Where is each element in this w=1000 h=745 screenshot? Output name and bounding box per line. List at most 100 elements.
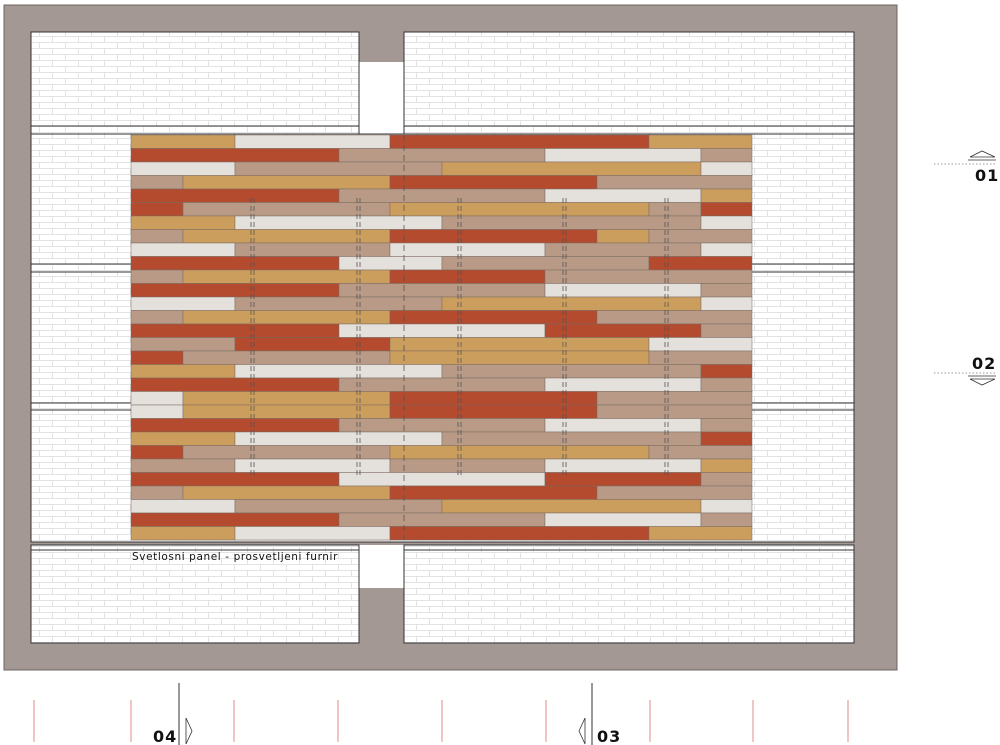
veneer-strip bbox=[130, 337, 236, 352]
section-marker-03: 03 bbox=[578, 683, 620, 745]
veneer-strip bbox=[389, 242, 546, 257]
veneer-strip bbox=[130, 269, 184, 284]
veneer-strip bbox=[130, 512, 340, 527]
veneer-strip bbox=[234, 161, 443, 176]
veneer-strip bbox=[544, 418, 702, 433]
veneer-strip bbox=[130, 148, 340, 163]
veneer-strip bbox=[389, 134, 650, 149]
veneer-strip bbox=[648, 229, 753, 244]
veneer-strip bbox=[544, 472, 702, 487]
veneer-strip bbox=[182, 404, 391, 419]
veneer-strip bbox=[700, 202, 753, 217]
veneer-strip bbox=[130, 377, 340, 392]
brick-wall-top-right bbox=[403, 31, 855, 135]
veneer-strip bbox=[544, 377, 702, 392]
veneer-strip bbox=[338, 472, 546, 487]
veneer-strip bbox=[596, 310, 753, 325]
light-lines-dashed bbox=[250, 135, 669, 540]
section-marker-04: 04 bbox=[153, 683, 193, 745]
veneer-strip bbox=[234, 242, 391, 257]
veneer-strip bbox=[700, 215, 753, 230]
veneer-strip bbox=[544, 148, 702, 163]
light-panel-veneer bbox=[130, 134, 753, 541]
veneer-strip bbox=[544, 458, 702, 473]
section-arrow-03-icon bbox=[578, 717, 586, 745]
veneer-strip bbox=[182, 202, 391, 217]
veneer-strip bbox=[182, 391, 391, 406]
veneer-strip bbox=[182, 269, 391, 284]
veneer-strip bbox=[596, 391, 753, 406]
veneer-strip bbox=[700, 188, 753, 203]
veneer-strip bbox=[648, 337, 753, 352]
veneer-strip bbox=[700, 458, 753, 473]
veneer-strip bbox=[389, 202, 650, 217]
section-label-01: 01 bbox=[975, 166, 999, 185]
veneer-strip bbox=[234, 499, 443, 514]
veneer-strip bbox=[130, 418, 340, 433]
veneer-strip bbox=[441, 431, 702, 446]
veneer-strip bbox=[130, 188, 340, 203]
veneer-strip bbox=[234, 215, 443, 230]
veneer-strip bbox=[130, 134, 236, 149]
veneer-strip bbox=[130, 202, 184, 217]
veneer-strip bbox=[700, 364, 753, 379]
veneer-strip bbox=[648, 256, 753, 271]
veneer-strip bbox=[338, 256, 443, 271]
veneer-strip bbox=[338, 377, 546, 392]
veneer-strip bbox=[700, 499, 753, 514]
veneer-strip bbox=[596, 175, 753, 190]
veneer-strip bbox=[130, 526, 236, 541]
veneer-strip bbox=[130, 323, 340, 338]
section-label-02: 02 bbox=[972, 354, 996, 373]
veneer-strip bbox=[130, 458, 236, 473]
veneer-strip bbox=[441, 296, 702, 311]
veneer-strip bbox=[389, 337, 650, 352]
veneer-strip bbox=[389, 350, 650, 365]
veneer-strip bbox=[130, 215, 236, 230]
brick-wall-bottom-left bbox=[30, 544, 360, 644]
veneer-strip bbox=[338, 188, 546, 203]
veneer-strip bbox=[700, 296, 753, 311]
brick-wall-bottom-right bbox=[403, 544, 855, 644]
veneer-strip bbox=[544, 512, 702, 527]
veneer-strip bbox=[130, 283, 340, 298]
veneer-strip bbox=[700, 283, 753, 298]
veneer-strip bbox=[389, 269, 546, 284]
bottom-opening bbox=[358, 545, 404, 588]
veneer-strip bbox=[441, 161, 702, 176]
section-marker-01: 01 bbox=[934, 150, 999, 185]
veneer-strip bbox=[338, 512, 546, 527]
veneer-strip bbox=[648, 202, 702, 217]
veneer-strip bbox=[700, 472, 753, 487]
veneer-strip bbox=[389, 485, 598, 500]
veneer-strip bbox=[544, 323, 702, 338]
veneer-strip bbox=[700, 148, 753, 163]
veneer-strip bbox=[441, 215, 702, 230]
veneer-strip bbox=[182, 485, 391, 500]
veneer-strip bbox=[182, 350, 391, 365]
veneer-strip bbox=[182, 175, 391, 190]
veneer-strip bbox=[544, 269, 753, 284]
veneer-strip bbox=[234, 431, 443, 446]
veneer-strip bbox=[544, 242, 702, 257]
section-arrow-02-icon bbox=[969, 378, 996, 386]
veneer-strip bbox=[130, 229, 184, 244]
top-opening bbox=[358, 62, 404, 135]
veneer-strip bbox=[648, 445, 753, 460]
brick-wall-top-left bbox=[30, 31, 360, 135]
panel-caption: Svetlosni panel - prosvetljeni furnir bbox=[132, 551, 338, 563]
veneer-strip bbox=[234, 296, 443, 311]
veneer-strip bbox=[130, 485, 184, 500]
veneer-strip bbox=[182, 229, 391, 244]
veneer-strip bbox=[700, 323, 753, 338]
veneer-strip bbox=[648, 526, 753, 541]
veneer-strip bbox=[130, 499, 236, 514]
veneer-strip bbox=[441, 499, 702, 514]
veneer-strip bbox=[596, 229, 650, 244]
veneer-strip bbox=[389, 175, 598, 190]
veneer-strip bbox=[182, 445, 391, 460]
veneer-strip bbox=[648, 350, 753, 365]
section-arrow-04-icon bbox=[185, 717, 193, 745]
veneer-strip bbox=[130, 256, 340, 271]
